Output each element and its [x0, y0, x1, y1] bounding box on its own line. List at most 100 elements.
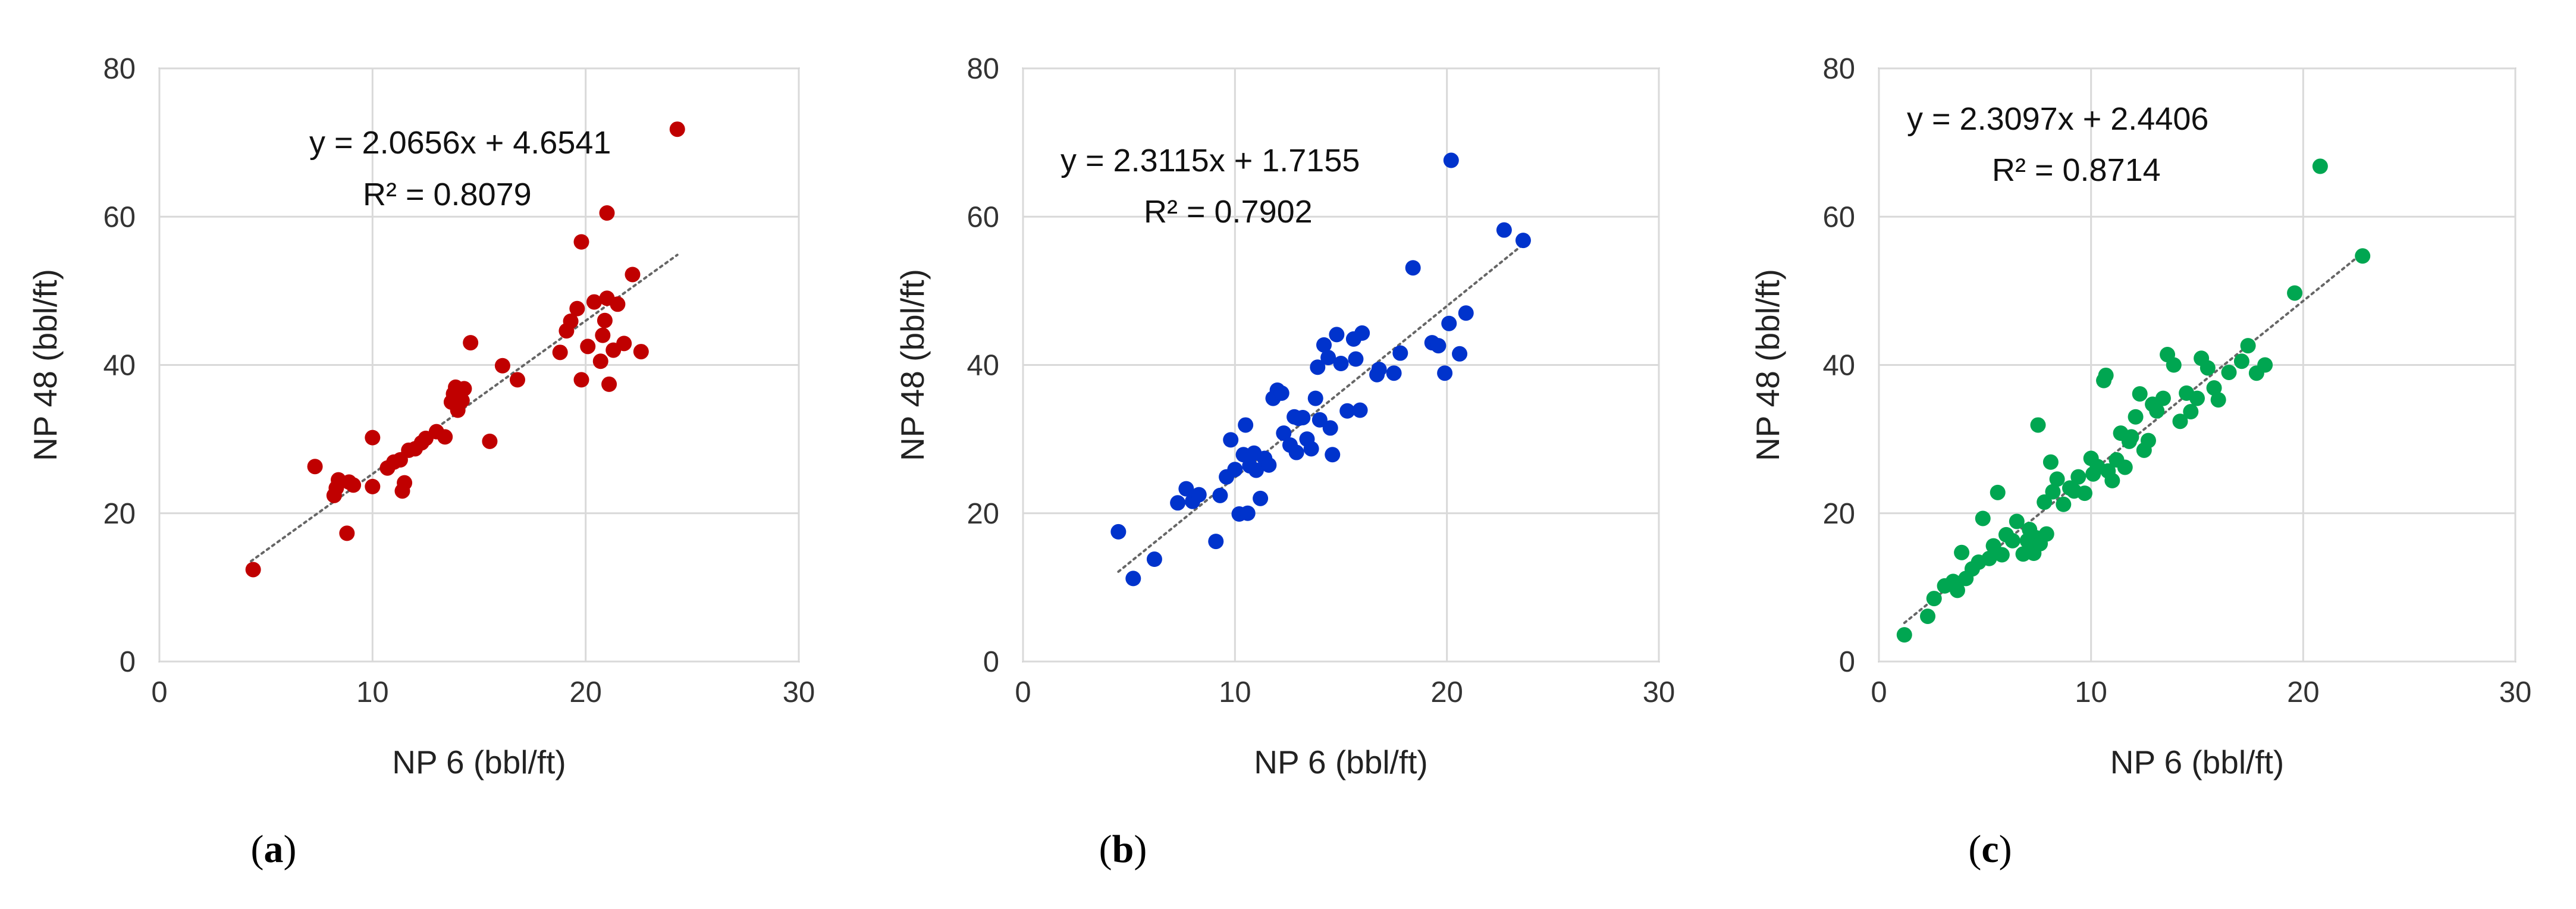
- data-point: [610, 296, 626, 312]
- data-point: [245, 562, 261, 578]
- data-point: [573, 372, 589, 388]
- data-point: [1333, 356, 1349, 372]
- data-point: [1920, 608, 1936, 624]
- data-point: [1238, 417, 1254, 433]
- data-point: [1253, 490, 1269, 506]
- data-point: [1208, 534, 1224, 550]
- data-point: [1125, 571, 1141, 587]
- data-point: [599, 205, 615, 221]
- scatter-plot-a: 0 10 20 30 0 20 40 60 80 NP 6 (bbl/ft) NP 48 (bbl/…: [27, 53, 815, 781]
- data-point: [346, 477, 362, 493]
- data-point: [2132, 386, 2148, 402]
- data-point: [2233, 353, 2249, 369]
- x-tick-label: 0: [1871, 676, 1887, 709]
- data-point: [1311, 412, 1328, 428]
- data-point: [1316, 337, 1332, 353]
- x-tick-label: 10: [2075, 676, 2107, 709]
- data-point: [1339, 403, 1356, 419]
- data-point: [2287, 285, 2303, 301]
- scatter-plot-c: 0 10 20 30 0 20 40 60 80 NP 6 (bbl/ft) NP 48 (bbl/…: [1749, 53, 2532, 781]
- data-point: [2098, 367, 2114, 383]
- data-point: [365, 478, 381, 494]
- data-point: [510, 372, 525, 388]
- data-point: [625, 267, 641, 283]
- data-point: [2155, 390, 2171, 406]
- data-point: [601, 376, 617, 392]
- panel-caption-letter: a: [263, 827, 284, 871]
- y-tick-label: 80: [1822, 53, 1855, 85]
- data-point: [2004, 532, 2020, 548]
- data-point: [1371, 361, 1387, 377]
- data-point: [2045, 484, 2061, 500]
- data-point: [1981, 550, 1997, 566]
- data-point: [1437, 365, 1453, 381]
- data-point: [2049, 471, 2065, 487]
- panel-caption-letter: b: [1112, 827, 1134, 871]
- data-point: [339, 525, 355, 541]
- y-tick-label: 80: [967, 53, 999, 85]
- x-tick-label: 10: [1219, 676, 1251, 709]
- data-point: [1954, 544, 1970, 560]
- data-point: [2009, 513, 2025, 529]
- x-tick-label: 20: [569, 676, 602, 709]
- data-point: [2355, 248, 2371, 264]
- y-tick-label: 20: [967, 498, 999, 530]
- data-point: [1329, 327, 1345, 343]
- x-tick-label: 0: [1015, 676, 1031, 709]
- data-point: [1288, 444, 1304, 460]
- data-point: [592, 353, 608, 369]
- y-tick-label: 0: [120, 646, 136, 678]
- y-axis-label: NP 48 (bbl/ft): [27, 269, 64, 461]
- r-squared-label: R² = 0.8079: [363, 177, 532, 212]
- panel-a: 0 10 20 30 0 20 40 60 80 NP 6 (bbl/ft) NP 48 (bbl/…: [0, 0, 858, 909]
- data-point: [2200, 360, 2216, 376]
- panel-caption: (b): [1099, 827, 1147, 871]
- y-tick-label: 80: [103, 53, 136, 85]
- data-point: [669, 121, 685, 137]
- data-point: [1310, 359, 1326, 375]
- data-point: [1386, 365, 1402, 381]
- data-point: [1191, 487, 1207, 503]
- y-tick-label: 60: [103, 201, 136, 233]
- x-axis-label: NP 6 (bbl/ft): [1254, 744, 1427, 781]
- data-point: [1352, 402, 1368, 418]
- linear-trendline: [1117, 241, 1527, 573]
- x-tick-label: 10: [356, 676, 389, 709]
- y-tick-label: 40: [1822, 350, 1855, 382]
- x-axis-label: NP 6 (bbl/ft): [2110, 744, 2284, 781]
- data-point: [1354, 325, 1370, 341]
- x-tick-label: 20: [2287, 676, 2320, 709]
- data-point: [2183, 404, 2199, 420]
- data-point: [397, 475, 413, 491]
- data-point: [2128, 409, 2144, 425]
- x-tick-label: 30: [2499, 676, 2532, 709]
- panel-caption-letter: c: [1981, 827, 1999, 871]
- x-tick-label: 0: [151, 676, 167, 709]
- data-point: [1926, 591, 1942, 607]
- data-point: [1276, 425, 1292, 441]
- data-point: [2166, 357, 2182, 373]
- data-point: [1430, 338, 1447, 354]
- panel-caption: (a): [250, 827, 297, 871]
- data-point: [2312, 158, 2328, 174]
- y-axis-label: NP 48 (bbl/ft): [894, 269, 931, 461]
- data-point: [2149, 403, 2165, 419]
- data-point: [597, 312, 613, 328]
- data-point: [2240, 338, 2256, 354]
- data-point: [1320, 350, 1336, 366]
- data-point: [580, 338, 596, 355]
- data-point: [2206, 380, 2222, 396]
- y-tick-label: 20: [1822, 498, 1855, 530]
- data-point: [2257, 357, 2273, 373]
- data-point: [2104, 472, 2120, 488]
- y-tick-label: 40: [103, 350, 136, 382]
- data-point: [2117, 459, 2133, 475]
- data-point: [2210, 392, 2226, 408]
- panel-caption: (c): [1968, 827, 2012, 871]
- data-point: [1990, 484, 2006, 500]
- data-point: [2070, 469, 2086, 485]
- data-point: [1441, 315, 1457, 331]
- data-point: [1896, 627, 1912, 643]
- data-point: [2140, 432, 2156, 449]
